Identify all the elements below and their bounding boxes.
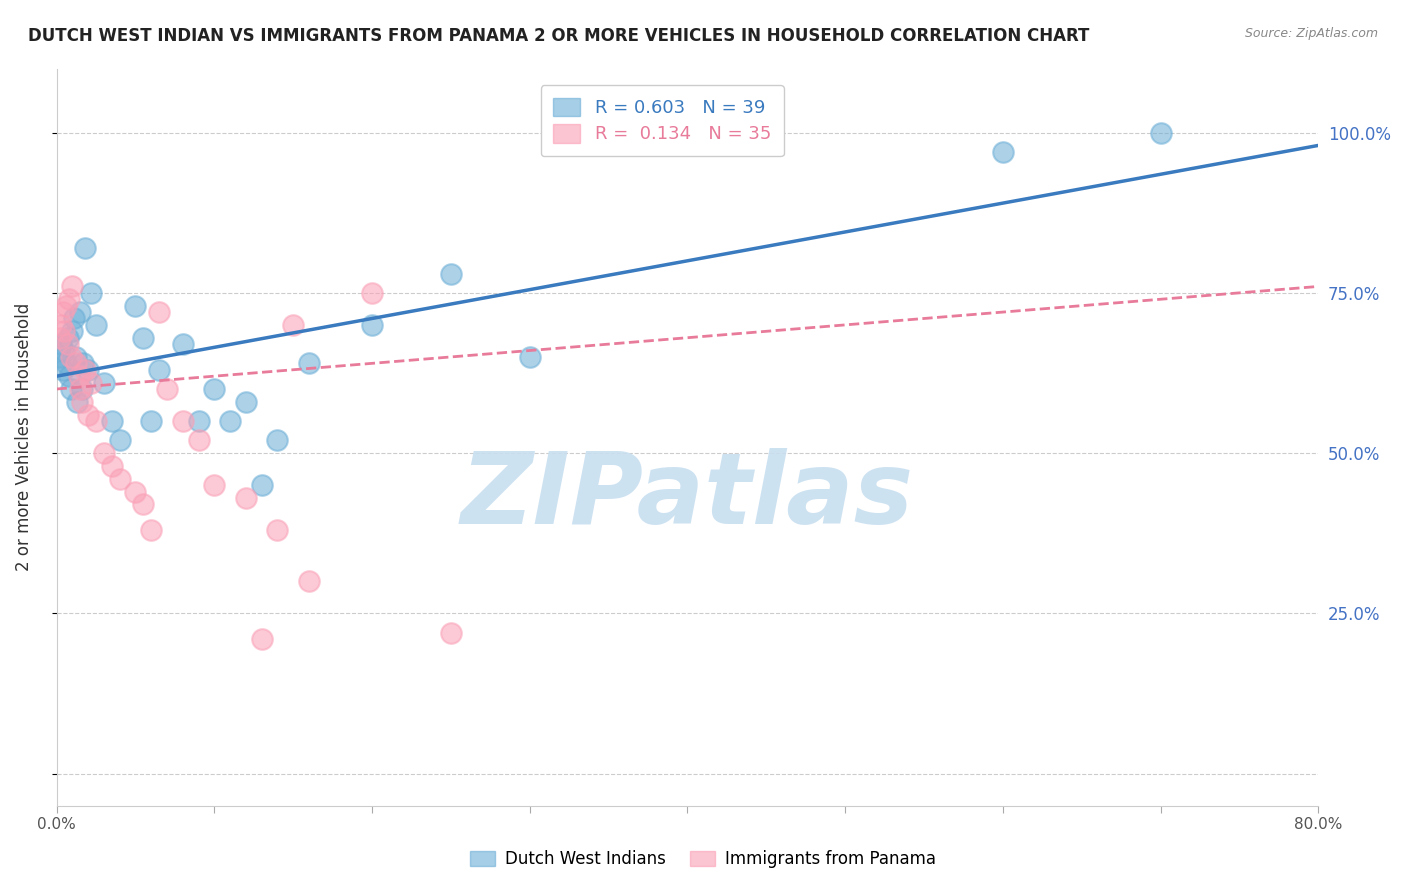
Point: [53, 343, 76, 358]
Point: [56, 331, 79, 345]
Point: [77, 363, 100, 377]
Text: Source: ZipAtlas.com: Source: ZipAtlas.com: [1244, 27, 1378, 40]
Point: [991, 145, 1014, 159]
Point: [80, 376, 103, 390]
Point: [361, 318, 384, 332]
Point: [65, 356, 87, 370]
Point: [55, 356, 77, 370]
Point: [70, 382, 93, 396]
Point: [298, 574, 321, 589]
Point: [69, 305, 91, 319]
Point: [235, 491, 257, 505]
Point: [172, 414, 194, 428]
Point: [70, 394, 93, 409]
Point: [52, 305, 75, 319]
Point: [58, 292, 80, 306]
Point: [440, 625, 463, 640]
Point: [132, 331, 155, 345]
Point: [101, 458, 124, 473]
Point: [51, 337, 73, 351]
Point: [202, 478, 225, 492]
Point: [124, 484, 146, 499]
Point: [55, 299, 77, 313]
Point: [59, 382, 82, 396]
Point: [266, 523, 288, 537]
Point: [53, 324, 76, 338]
Point: [187, 434, 209, 448]
Point: [219, 414, 242, 428]
Point: [172, 337, 194, 351]
Point: [283, 318, 305, 332]
Point: [84, 414, 107, 428]
Point: [56, 337, 79, 351]
Point: [52, 363, 75, 377]
Point: [108, 434, 131, 448]
Point: [58, 369, 80, 384]
Point: [101, 414, 124, 428]
Point: [108, 472, 131, 486]
Point: [93, 376, 115, 390]
Point: [51, 318, 73, 332]
Point: [65, 350, 87, 364]
Point: [69, 382, 91, 396]
Point: [73, 241, 96, 255]
Point: [72, 356, 94, 370]
Point: [60, 279, 83, 293]
Point: [235, 394, 257, 409]
Point: [361, 285, 384, 300]
Legend: Dutch West Indians, Immigrants from Panama: Dutch West Indians, Immigrants from Pana…: [463, 844, 943, 875]
Point: [60, 324, 83, 338]
Point: [250, 478, 273, 492]
Point: [148, 305, 170, 319]
Point: [77, 408, 100, 422]
Point: [141, 414, 163, 428]
Point: [49, 350, 72, 364]
Point: [440, 267, 463, 281]
Point: [266, 434, 288, 448]
Point: [49, 331, 72, 345]
Point: [298, 356, 321, 370]
Text: ZIPatlas: ZIPatlas: [461, 448, 914, 544]
Point: [84, 318, 107, 332]
Point: [124, 299, 146, 313]
Point: [59, 350, 82, 364]
Point: [148, 363, 170, 377]
Point: [63, 311, 86, 326]
Point: [80, 285, 103, 300]
Legend: R = 0.603   N = 39, R =  0.134   N = 35: R = 0.603 N = 39, R = 0.134 N = 35: [541, 85, 783, 156]
Point: [519, 350, 541, 364]
Point: [66, 394, 89, 409]
Point: [187, 414, 209, 428]
Point: [141, 523, 163, 537]
Y-axis label: 2 or more Vehicles in Household: 2 or more Vehicles in Household: [15, 303, 32, 571]
Point: [202, 382, 225, 396]
Point: [73, 363, 96, 377]
Point: [132, 497, 155, 511]
Point: [250, 632, 273, 646]
Point: [1149, 126, 1171, 140]
Point: [93, 446, 115, 460]
Point: [156, 382, 179, 396]
Point: [67, 369, 90, 384]
Text: DUTCH WEST INDIAN VS IMMIGRANTS FROM PANAMA 2 OR MORE VEHICLES IN HOUSEHOLD CORR: DUTCH WEST INDIAN VS IMMIGRANTS FROM PAN…: [28, 27, 1090, 45]
